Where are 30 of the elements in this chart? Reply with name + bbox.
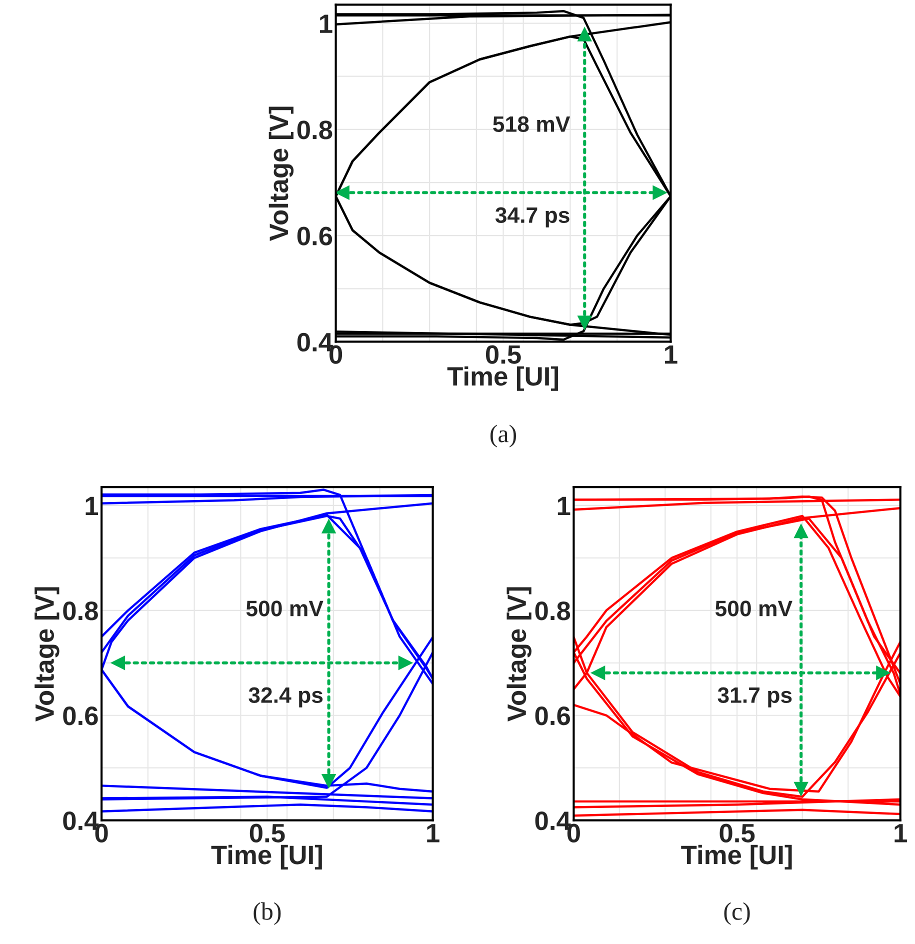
annotation: 34.7 ps <box>495 207 570 228</box>
x-tick-label: 1 <box>665 345 678 364</box>
x-tick-label: 0.5 <box>250 824 285 842</box>
y-axis-title: Voltage [V] <box>506 587 532 722</box>
text: (b) <box>254 902 281 925</box>
annotation: 32.4 ps <box>248 687 323 708</box>
x-tick-label: 0.5 <box>720 824 755 842</box>
annotation: 518 mV <box>493 116 570 132</box>
annotation: 31.7 ps <box>718 687 792 708</box>
y-tick-label: 1 <box>558 496 570 516</box>
y-axis-title: Voltage [V] <box>34 587 60 722</box>
y-tick-label: 0.6 <box>63 706 98 726</box>
y-tick-label: 1 <box>86 496 98 516</box>
y-tick-label: 0.6 <box>297 226 332 246</box>
x-axis-title: Time [UI] <box>681 844 792 870</box>
x-tick-label: 1 <box>894 824 907 842</box>
y-tick-label: 0.8 <box>297 120 332 140</box>
y-axis-title: Voltage [V] <box>268 106 294 241</box>
y-tick-label: 0.8 <box>535 602 570 620</box>
annotation: 500 mV <box>246 600 324 616</box>
text: (c) <box>724 902 750 925</box>
y-tick-label: 0.8 <box>63 602 98 620</box>
x-axis-title: Time [UI] <box>211 844 322 870</box>
annotation: 500 mV <box>715 600 792 616</box>
x-tick-label: 1 <box>427 824 440 842</box>
x-axis-title: Time [UI] <box>447 366 558 391</box>
x-tick-label: 0.5 <box>486 345 521 364</box>
y-tick-label: 0.6 <box>535 706 570 726</box>
y-tick-label: 1 <box>320 14 332 33</box>
text: (a) <box>490 424 516 448</box>
